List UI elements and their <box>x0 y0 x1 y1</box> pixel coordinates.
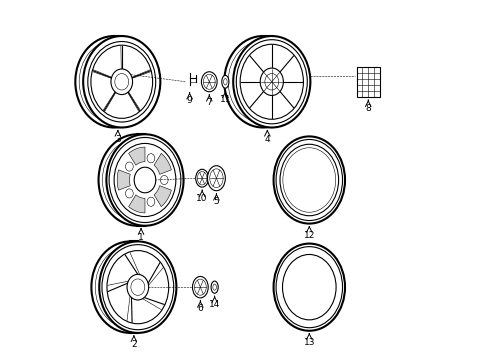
Ellipse shape <box>107 251 169 324</box>
Ellipse shape <box>196 169 209 187</box>
Ellipse shape <box>273 244 345 331</box>
Ellipse shape <box>99 242 176 333</box>
Ellipse shape <box>147 197 155 206</box>
Bar <box>357 67 380 97</box>
Ellipse shape <box>83 36 160 127</box>
Ellipse shape <box>207 166 225 191</box>
Text: 9: 9 <box>187 96 193 105</box>
Text: 1: 1 <box>138 233 144 242</box>
Ellipse shape <box>222 75 229 88</box>
Ellipse shape <box>201 72 217 92</box>
Ellipse shape <box>276 139 343 221</box>
Ellipse shape <box>147 154 155 163</box>
Text: 8: 8 <box>366 104 371 113</box>
Polygon shape <box>129 147 145 165</box>
Ellipse shape <box>260 68 283 95</box>
Ellipse shape <box>111 69 133 95</box>
Text: 3: 3 <box>115 135 121 144</box>
Ellipse shape <box>88 41 156 122</box>
Ellipse shape <box>240 44 303 119</box>
Ellipse shape <box>114 143 176 217</box>
Ellipse shape <box>125 189 133 198</box>
Ellipse shape <box>109 138 181 222</box>
Ellipse shape <box>91 45 152 118</box>
Ellipse shape <box>125 162 133 171</box>
Text: 13: 13 <box>303 338 315 347</box>
Text: 7: 7 <box>206 98 212 107</box>
Polygon shape <box>154 153 172 174</box>
Ellipse shape <box>134 167 156 193</box>
Ellipse shape <box>160 175 168 185</box>
Ellipse shape <box>276 247 343 328</box>
Text: 2: 2 <box>131 341 137 350</box>
Text: 14: 14 <box>209 300 221 309</box>
Ellipse shape <box>127 274 148 300</box>
Ellipse shape <box>280 144 339 216</box>
Ellipse shape <box>106 134 184 226</box>
Polygon shape <box>154 186 172 207</box>
Ellipse shape <box>236 40 307 124</box>
Ellipse shape <box>193 276 208 298</box>
Ellipse shape <box>273 136 345 224</box>
Ellipse shape <box>211 281 218 293</box>
Text: 10: 10 <box>196 194 208 203</box>
Text: 12: 12 <box>304 231 315 240</box>
Polygon shape <box>129 195 145 213</box>
Polygon shape <box>117 170 130 190</box>
Ellipse shape <box>233 36 310 127</box>
Text: 11: 11 <box>220 95 231 104</box>
Ellipse shape <box>102 245 174 330</box>
Text: 5: 5 <box>214 197 220 206</box>
Text: 6: 6 <box>197 304 203 313</box>
Text: 4: 4 <box>265 135 270 144</box>
